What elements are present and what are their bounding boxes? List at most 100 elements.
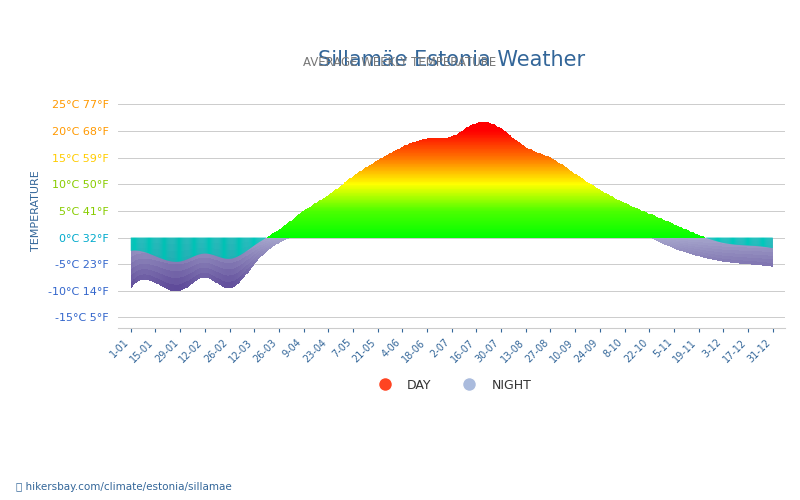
Polygon shape — [207, 238, 208, 242]
Polygon shape — [681, 242, 682, 244]
Polygon shape — [734, 240, 735, 244]
Polygon shape — [225, 244, 226, 250]
Polygon shape — [253, 238, 254, 246]
Polygon shape — [132, 238, 133, 250]
Polygon shape — [192, 278, 193, 283]
Polygon shape — [278, 238, 280, 239]
Polygon shape — [150, 264, 151, 270]
Polygon shape — [220, 238, 221, 258]
Polygon shape — [231, 238, 233, 244]
Polygon shape — [202, 248, 204, 252]
Polygon shape — [766, 256, 767, 259]
Polygon shape — [689, 250, 690, 252]
Polygon shape — [144, 248, 145, 254]
Polygon shape — [144, 254, 145, 258]
Polygon shape — [371, 164, 562, 165]
Polygon shape — [201, 263, 202, 268]
Polygon shape — [758, 262, 760, 265]
Polygon shape — [741, 241, 742, 244]
Polygon shape — [146, 274, 147, 280]
Polygon shape — [223, 274, 224, 281]
Polygon shape — [679, 244, 681, 246]
Polygon shape — [230, 256, 231, 263]
Polygon shape — [278, 230, 689, 231]
Polygon shape — [313, 204, 629, 205]
Polygon shape — [184, 244, 186, 250]
Polygon shape — [708, 246, 710, 248]
Polygon shape — [767, 259, 768, 262]
Polygon shape — [223, 238, 224, 258]
Polygon shape — [267, 246, 268, 248]
Polygon shape — [217, 272, 218, 278]
Polygon shape — [706, 253, 707, 256]
Polygon shape — [742, 238, 744, 246]
Polygon shape — [734, 260, 735, 263]
Polygon shape — [742, 250, 744, 254]
Polygon shape — [735, 240, 736, 244]
Polygon shape — [681, 238, 682, 239]
Polygon shape — [690, 242, 691, 244]
Polygon shape — [240, 276, 241, 281]
Polygon shape — [357, 173, 574, 174]
Polygon shape — [161, 244, 162, 250]
Polygon shape — [697, 246, 698, 249]
Polygon shape — [206, 238, 207, 242]
Polygon shape — [725, 259, 726, 262]
Polygon shape — [733, 256, 734, 260]
Polygon shape — [239, 266, 240, 272]
Polygon shape — [771, 245, 773, 248]
Polygon shape — [190, 267, 192, 272]
Polygon shape — [462, 130, 505, 132]
Polygon shape — [762, 238, 763, 246]
Polygon shape — [145, 243, 146, 248]
Polygon shape — [137, 270, 138, 276]
Polygon shape — [132, 268, 133, 274]
Polygon shape — [685, 249, 686, 250]
Polygon shape — [728, 256, 729, 259]
Polygon shape — [703, 250, 704, 252]
Polygon shape — [767, 238, 768, 248]
Polygon shape — [716, 258, 717, 260]
Polygon shape — [760, 238, 761, 241]
Polygon shape — [195, 243, 196, 248]
Polygon shape — [729, 247, 730, 250]
Polygon shape — [264, 246, 265, 248]
Polygon shape — [136, 249, 137, 254]
Polygon shape — [162, 250, 163, 256]
Polygon shape — [227, 263, 228, 269]
Polygon shape — [165, 282, 166, 288]
Polygon shape — [711, 254, 713, 257]
Polygon shape — [761, 241, 762, 244]
Polygon shape — [190, 261, 192, 267]
Polygon shape — [149, 275, 150, 280]
Polygon shape — [164, 269, 165, 276]
Polygon shape — [258, 248, 259, 251]
Polygon shape — [243, 273, 244, 278]
Polygon shape — [144, 238, 145, 252]
Polygon shape — [739, 254, 741, 257]
Polygon shape — [757, 238, 758, 241]
Polygon shape — [271, 238, 272, 239]
Polygon shape — [204, 248, 205, 252]
Polygon shape — [700, 244, 701, 247]
Polygon shape — [663, 239, 665, 240]
Polygon shape — [250, 246, 252, 249]
Polygon shape — [761, 248, 762, 252]
Polygon shape — [668, 244, 669, 245]
Polygon shape — [701, 242, 702, 245]
Polygon shape — [152, 243, 154, 248]
Polygon shape — [230, 244, 231, 250]
Polygon shape — [354, 174, 577, 176]
Polygon shape — [766, 262, 767, 266]
Polygon shape — [241, 270, 242, 275]
Polygon shape — [165, 244, 166, 250]
Polygon shape — [266, 250, 267, 252]
Polygon shape — [189, 238, 190, 258]
Polygon shape — [264, 250, 265, 252]
Polygon shape — [736, 238, 738, 245]
Polygon shape — [723, 258, 725, 262]
Polygon shape — [671, 244, 672, 245]
Polygon shape — [704, 248, 705, 250]
Polygon shape — [160, 268, 161, 274]
Polygon shape — [149, 254, 150, 259]
